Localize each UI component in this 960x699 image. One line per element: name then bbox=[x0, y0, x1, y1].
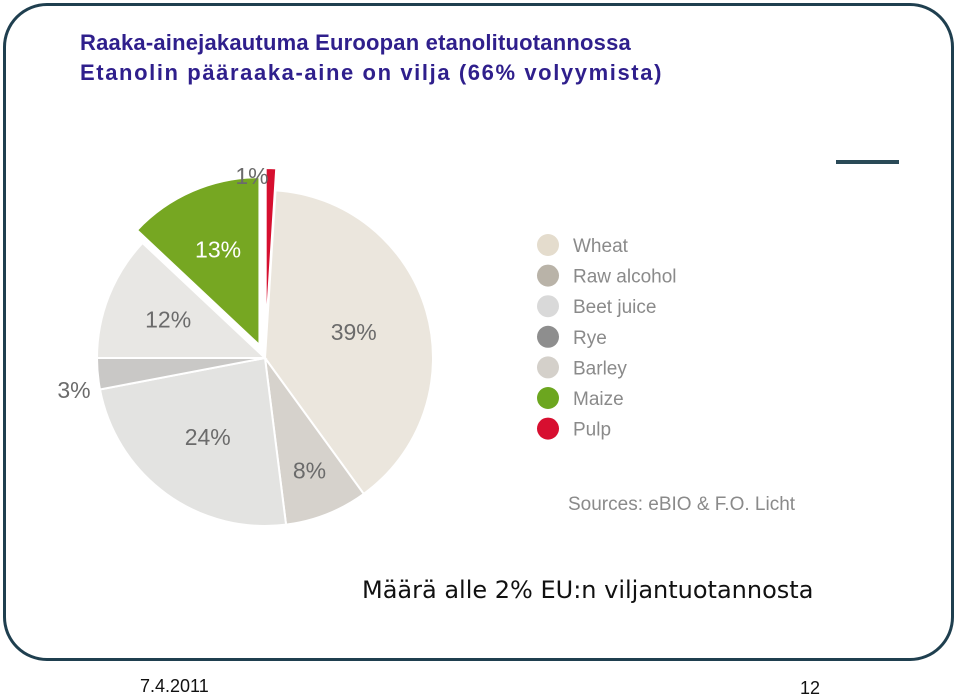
pie-slice-pulp bbox=[264, 167, 278, 337]
slice-label-raw-alcohol: 8% bbox=[293, 457, 326, 483]
chart-source: Sources: eBIO & F.O. Licht bbox=[568, 494, 796, 515]
slice-label-rye: 3% bbox=[57, 377, 90, 403]
pie-slices bbox=[95, 167, 434, 527]
slice-label-pulp: 1% bbox=[235, 163, 268, 189]
pie-slice-wheat bbox=[263, 189, 434, 496]
legend-label-maize: Maize bbox=[573, 389, 624, 410]
page-number: 12 bbox=[800, 678, 821, 698]
legend-label-raw-alcohol: Raw alcohol bbox=[573, 267, 677, 288]
slice-label-beet-juice: 24% bbox=[185, 424, 231, 450]
slice-label-maize: 13% bbox=[195, 237, 241, 263]
legend-swatch-maize bbox=[537, 387, 559, 409]
pie-slice-maize bbox=[135, 176, 261, 348]
legend-label-barley: Barley bbox=[573, 358, 627, 379]
legend-label-rye: Rye bbox=[573, 328, 607, 349]
legend-swatch-barley bbox=[537, 356, 559, 379]
pie-slice-barley bbox=[95, 241, 268, 359]
slide-date: 7.4.2011 bbox=[140, 676, 209, 696]
slice-label-barley: 12% bbox=[145, 307, 191, 333]
slide-caption: Määrä alle 2% EU:n viljantuotannosta bbox=[362, 576, 814, 604]
slice-label-wheat: 39% bbox=[331, 319, 377, 345]
legend-label-wheat: Wheat bbox=[573, 236, 629, 257]
legend-label-beet-juice: Beet juice bbox=[573, 297, 656, 318]
decorative-line bbox=[836, 160, 899, 164]
slide-frame bbox=[3, 3, 954, 661]
legend-swatch-raw-alcohol bbox=[537, 264, 559, 287]
slide-subtitle: Etanolin pääraaka-aine on vilja (66% vol… bbox=[80, 60, 663, 85]
pie-slice-labels: 39% 8% 24% 3% 12% 13% 1% bbox=[57, 163, 376, 483]
legend-swatch-beet-juice bbox=[537, 295, 559, 318]
legend-swatch-pulp bbox=[537, 417, 559, 440]
pie-slice-beet-juice bbox=[98, 356, 288, 527]
legend-swatch-wheat bbox=[537, 234, 559, 256]
slide-title: Raaka-ainejakautuma Euroopan etanolituot… bbox=[80, 30, 631, 55]
legend-label-pulp: Pulp bbox=[573, 420, 611, 441]
chart-legend: Wheat Raw alcohol Beet juice Rye Barley Maize… bbox=[537, 234, 677, 441]
legend-swatch-rye bbox=[537, 325, 559, 348]
